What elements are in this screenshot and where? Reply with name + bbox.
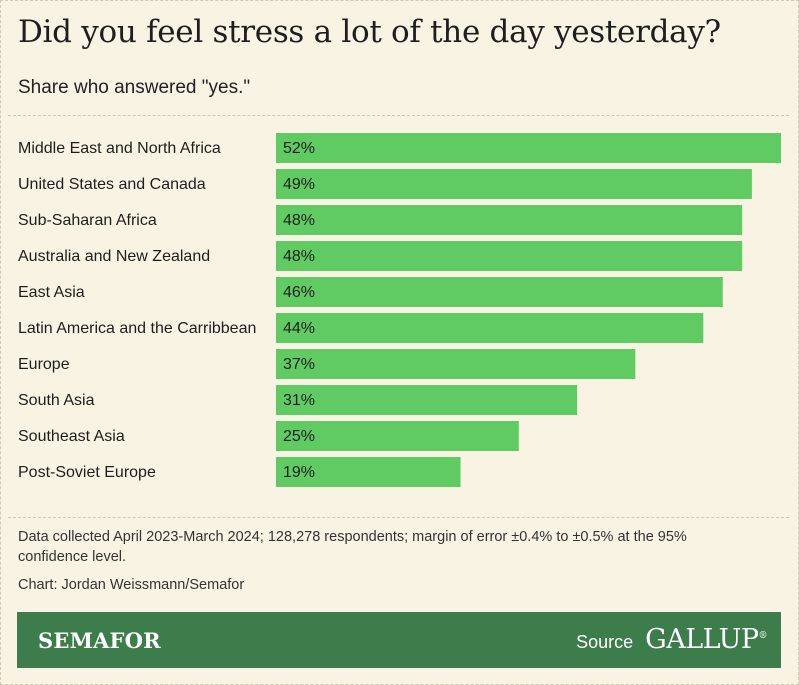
category-label: Australia and New Zealand bbox=[18, 248, 210, 265]
chart-subtitle: Share who answered "yes." bbox=[18, 77, 251, 98]
value-label: 37% bbox=[283, 356, 315, 373]
value-label: 52% bbox=[283, 140, 315, 157]
value-label: 19% bbox=[283, 464, 315, 481]
bar bbox=[276, 385, 578, 415]
bar bbox=[276, 457, 461, 487]
bar bbox=[276, 349, 636, 379]
category-label: Latin America and the Carribbean bbox=[18, 320, 256, 337]
bottom-divider bbox=[8, 517, 789, 518]
value-label: 31% bbox=[283, 392, 315, 409]
bar bbox=[276, 421, 519, 451]
gallup-logo: GALLUP® bbox=[645, 624, 767, 655]
category-label: Middle East and North Africa bbox=[18, 140, 221, 157]
bar bbox=[276, 169, 752, 199]
category-label: Sub-Saharan Africa bbox=[18, 212, 157, 229]
category-label: East Asia bbox=[18, 284, 85, 301]
category-label: Southeast Asia bbox=[18, 428, 125, 445]
bar bbox=[276, 277, 723, 307]
chart-title: Did you feel stress a lot of the day yes… bbox=[18, 14, 721, 50]
value-label: 44% bbox=[283, 320, 315, 337]
category-label: Europe bbox=[18, 356, 70, 373]
gallup-logo-text: GALLUP bbox=[645, 624, 759, 655]
top-divider bbox=[8, 115, 789, 116]
registered-mark: ® bbox=[758, 631, 768, 641]
footer-bar: SEMAFOR Source GALLUP® bbox=[17, 612, 781, 668]
semafor-logo: SEMAFOR bbox=[38, 628, 161, 653]
value-label: 48% bbox=[283, 212, 315, 229]
bar-chart: Middle East and North Africa 52% United St… bbox=[18, 133, 781, 487]
category-label: South Asia bbox=[18, 392, 95, 409]
bar bbox=[276, 241, 743, 271]
chart-credit: Chart: Jordan Weissmann/Semafor bbox=[18, 577, 245, 593]
value-label: 49% bbox=[283, 176, 315, 193]
bar bbox=[276, 133, 781, 163]
category-label: Post-Soviet Europe bbox=[18, 464, 156, 481]
bar bbox=[276, 313, 704, 343]
bar bbox=[276, 205, 743, 235]
value-label: 48% bbox=[283, 248, 315, 265]
source-label: Source bbox=[576, 632, 634, 652]
category-label: United States and Canada bbox=[18, 176, 206, 193]
value-label: 46% bbox=[283, 284, 315, 301]
source-attribution: Source GALLUP® bbox=[576, 624, 767, 655]
methodology-note: Data collected April 2023-March 2024; 12… bbox=[18, 529, 687, 565]
value-label: 25% bbox=[283, 428, 315, 445]
